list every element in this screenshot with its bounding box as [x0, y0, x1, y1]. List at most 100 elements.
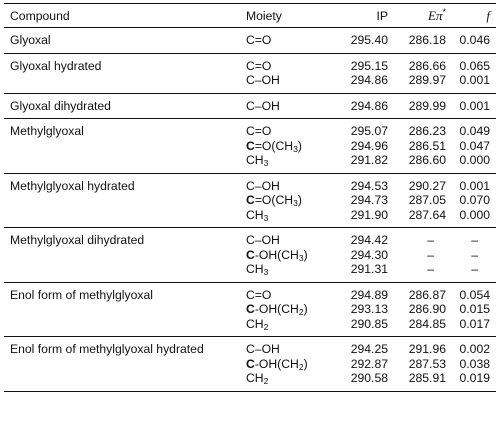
ip-value: 294.96 — [350, 138, 388, 153]
ip-value: 294.30 — [350, 247, 388, 262]
moiety-value: C-OH(CH2) — [246, 302, 330, 317]
moiety-text: C–OH — [246, 98, 280, 113]
f-value: 0.065 — [459, 58, 491, 73]
moiety-text: CH — [246, 371, 264, 385]
f-cell: 0.001 0.070 0.000 — [452, 172, 496, 228]
epi-value: 290.27 — [408, 178, 446, 193]
epi-value: 291.96 — [408, 342, 446, 356]
compound-group: Methylglyoxal hydrated C–OH C=O(CH3) CH3 294… — [4, 172, 496, 228]
f-cell: 0.046 — [452, 28, 496, 54]
f-cell: 0.002 0.038 0.019 — [452, 336, 496, 392]
table-row: Methylglyoxal hydrated C–OH C=O(CH3) CH3 294… — [4, 172, 496, 228]
epi-value: – — [427, 233, 434, 247]
epi-value: 286.23 — [408, 124, 446, 138]
header-epi-star: * — [442, 6, 446, 17]
ip-value: 294.42 — [350, 233, 388, 247]
epi-cell: 286.23 286.51 286.60 — [394, 118, 452, 173]
moiety-cell: C=O C=O(CH3) CH3 — [240, 118, 336, 173]
table-row: Glyoxal hydrated C=O C–OH 295.15 294.86 286.6… — [4, 52, 496, 93]
moiety-subscript: 3 — [293, 143, 298, 154]
moiety-cell: C–OH C-OH(CH3) CH3 — [240, 227, 336, 282]
table-row: Enol form of methylglyoxal hydrated C–OH C… — [4, 336, 496, 392]
epi-cell: 286.18 — [394, 28, 452, 54]
compound-group: Glyoxal hydrated C=O C–OH 295.15 294.86 286.6… — [4, 52, 496, 93]
header-moiety: Moiety — [240, 3, 336, 28]
epi-value: – — [427, 247, 434, 262]
moiety-bold-atom: C — [246, 247, 255, 262]
compound-group: Enol form of methylglyoxal C=O C-OH(CH2) CH… — [4, 281, 496, 337]
moiety-bold-atom: C — [246, 138, 255, 153]
moiety-text: C=O — [246, 58, 272, 73]
ip-value: 294.86 — [350, 98, 388, 113]
moiety-value: C=O — [246, 124, 330, 139]
f-value: 0.054 — [459, 287, 491, 302]
moiety-cell: C–OH C-OH(CH2) CH2 — [240, 336, 336, 392]
moiety-value: CH3 — [246, 153, 330, 168]
ip-value: 291.31 — [350, 262, 388, 276]
table-row: Glyoxal C=O 295.40 286.18 0.046 — [4, 28, 496, 54]
f-value: 0.038 — [459, 356, 491, 371]
moiety-bold-atom: C — [246, 193, 255, 207]
ip-value: 291.90 — [350, 207, 388, 222]
f-cell: 0.001 — [452, 92, 496, 119]
f-value: 0.001 — [459, 178, 491, 193]
moiety-text: CH — [246, 153, 264, 167]
ip-value: 295.15 — [350, 58, 388, 73]
f-cell: 0.065 0.001 — [452, 52, 496, 93]
compound-name: Glyoxal dihydrated — [4, 92, 240, 119]
compound-name: Methylglyoxal — [4, 118, 240, 173]
ip-value: 291.82 — [350, 153, 388, 167]
moiety-subscript: 2 — [298, 361, 304, 372]
moiety-text: C=O — [246, 124, 272, 138]
moiety-text: =O(CH — [254, 138, 294, 153]
moiety-tail: ) — [303, 247, 308, 262]
ip-cell: 295.07 294.96 291.82 — [336, 118, 394, 173]
moiety-cell: C=O — [240, 28, 336, 54]
compound-group: Glyoxal dihydrated C–OH 294.86 289.99 0.001 — [4, 92, 496, 119]
moiety-value: C=O(CH3) — [246, 193, 330, 208]
ip-value: 293.13 — [350, 302, 388, 316]
f-value: 0.047 — [459, 138, 491, 153]
epi-value: – — [427, 262, 434, 276]
epi-value: 286.90 — [408, 302, 446, 316]
f-value: 0.049 — [459, 124, 491, 138]
table-header: Compound Moiety IP Eπ* f — [4, 3, 496, 28]
moiety-text: CH — [246, 262, 264, 276]
moiety-value: C–OH — [246, 99, 330, 114]
moiety-cell: C=O C–OH — [240, 52, 336, 93]
f-value: 0.070 — [459, 193, 491, 207]
compound-group: Methylglyoxal C=O C=O(CH3) CH3 295.07 294.96 2… — [4, 118, 496, 173]
ip-value: 295.07 — [350, 124, 388, 138]
moiety-text: CH — [246, 207, 264, 222]
moiety-value: C=O — [246, 59, 330, 74]
moiety-text: C=O — [246, 287, 272, 302]
epi-value: 287.05 — [408, 193, 446, 207]
table-row: Methylglyoxal C=O C=O(CH3) CH3 295.07 294.96 2… — [4, 118, 496, 173]
moiety-value: C=O — [246, 288, 330, 303]
epi-value: 286.87 — [408, 287, 446, 302]
f-value: – — [471, 247, 478, 262]
ip-cell: 294.42 294.30 291.31 — [336, 227, 394, 282]
f-value: 0.017 — [459, 316, 491, 331]
f-value: – — [471, 233, 478, 247]
f-value: 0.002 — [459, 342, 491, 356]
ip-cell: 294.53 294.73 291.90 — [336, 172, 394, 228]
moiety-subscript: 3 — [263, 158, 269, 168]
moiety-text: C=O — [246, 33, 272, 47]
ip-cell: 295.15 294.86 — [336, 52, 394, 93]
epi-cell: – – – — [394, 227, 452, 282]
moiety-cell: C–OH C=O(CH3) CH3 — [240, 172, 336, 228]
ip-value: 294.73 — [350, 193, 388, 207]
moiety-bold-atom: C — [246, 356, 255, 371]
epi-cell: 291.96 287.53 285.91 — [394, 336, 452, 392]
header-epi-symbol: Eπ — [428, 8, 443, 24]
f-value: – — [471, 262, 478, 276]
moiety-text: C–OH — [246, 178, 280, 193]
header-epi: Eπ* — [394, 3, 452, 28]
header-ip: IP — [336, 3, 394, 28]
moiety-subscript: 2 — [263, 321, 269, 332]
ip-value: 295.40 — [350, 33, 388, 47]
epi-cell: 290.27 287.05 287.64 — [394, 172, 452, 228]
compound-name: Enol form of methylglyoxal hydrated — [4, 336, 240, 392]
epi-value: 289.99 — [408, 98, 446, 113]
